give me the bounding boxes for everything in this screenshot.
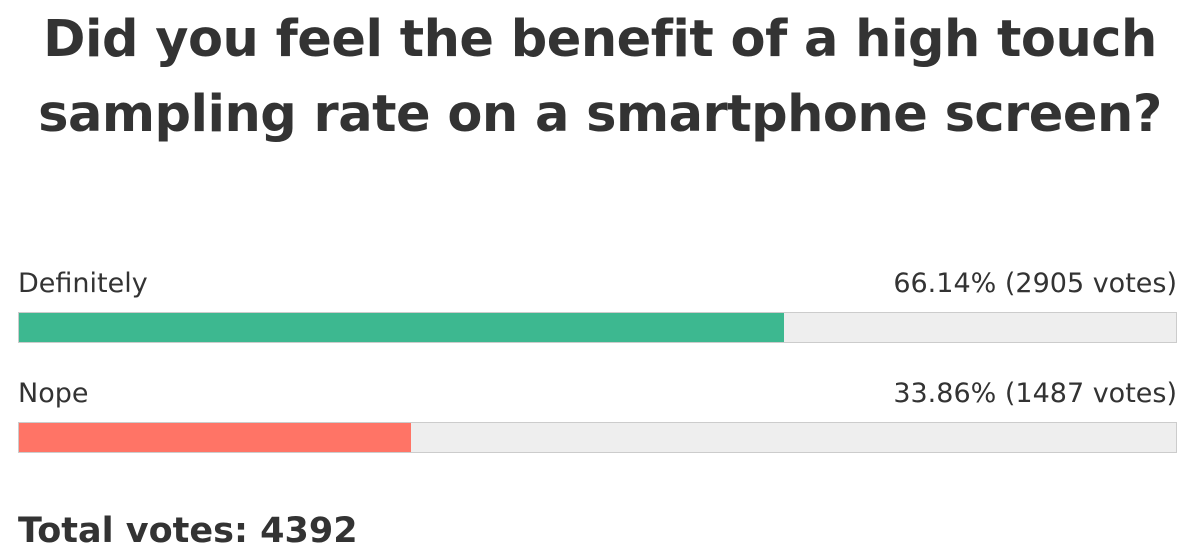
poll-option-nope: Nope 33.86% (1487 votes) (18, 374, 1177, 453)
poll-option-percent: 66.14% (893, 268, 997, 299)
poll-option-header: Definitely 66.14% (2905 votes) (18, 264, 1177, 304)
poll-question: Did you feel the benefit of a high touch… (38, 10, 1162, 144)
poll-bar-fill (19, 313, 785, 342)
poll-bar-track (18, 312, 1177, 343)
total-votes: Total votes: 4392 (18, 511, 358, 551)
poll-option-result: 33.86% (1487 votes) (893, 374, 1177, 414)
poll-option-definitely: Definitely 66.14% (2905 votes) (18, 264, 1177, 343)
poll-option-votes: (1487 votes) (1004, 378, 1177, 409)
poll-option-label: Definitely (18, 268, 148, 299)
poll-option-result: 66.14% (2905 votes) (893, 264, 1177, 304)
poll-option-votes: (2905 votes) (1004, 268, 1177, 299)
poll-option-header: Nope 33.86% (1487 votes) (18, 374, 1177, 414)
poll-option-percent: 33.86% (893, 378, 997, 409)
poll-bar-fill (19, 423, 411, 452)
poll-option-label: Nope (18, 378, 89, 409)
poll-bar-track (18, 422, 1177, 453)
